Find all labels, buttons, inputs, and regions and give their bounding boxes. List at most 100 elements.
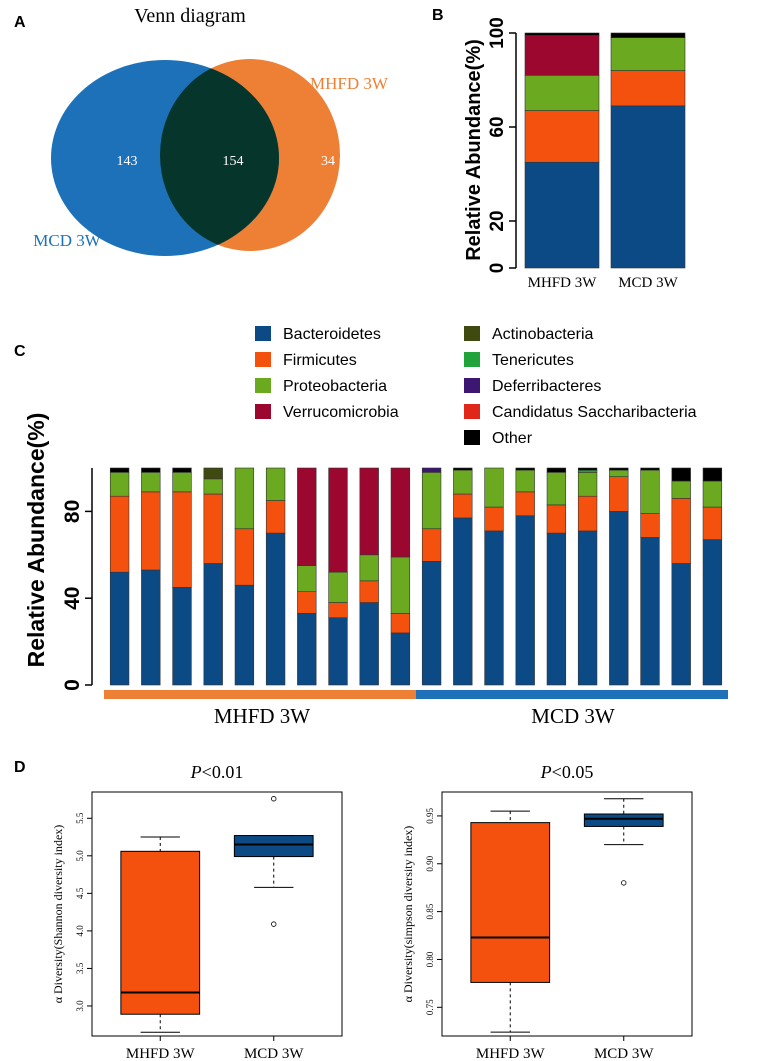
boxplot-y-tick-label: 0.95 [425,808,435,824]
boxplot-x-tick-label: MCD 3W [244,1046,304,1061]
chart-b-y-tick-label: 60 [487,116,508,137]
chart-b-bar-segment [610,70,686,107]
chart-c-bar-segment [172,587,192,686]
boxplot-outlier [271,921,277,927]
chart-c-bar-segment [421,467,442,473]
chart-c-bar-segment [515,469,535,493]
chart-c-bar-segment [141,491,161,571]
chart-c-group-label-mcd: MCD 3W [531,704,615,728]
chart-c-bar-segment [577,467,598,471]
chart-c-bar-segment [297,613,317,686]
chart-c-bar-segment [609,467,629,471]
chart-c-bar-segment [109,467,130,473]
chart-b-bar-segment [610,105,686,269]
chart-c-bar-segment [421,528,442,562]
chart-c-bar-segment [702,467,723,482]
chart-c-bar-segment [609,469,629,477]
chart-d1-shannon-boxplot: P<0.01 3.0 3.5 4.0 4.5 5.0 5.5 α Diversity(Shan… [51,762,343,1061]
boxplot-outlier [271,796,277,802]
chart-c-bar-segment [390,556,411,614]
chart-c-bar-segment [390,632,411,686]
legend-label: Candidatus Saccharibacteria [492,404,697,421]
chart-c-bar-segment [328,571,348,603]
chart-b-bar-segment [524,161,600,269]
boxplot-y-tick-label: 4.5 [75,887,85,899]
chart-c-bar-segment [359,602,379,686]
chart-c-bar-segment [390,467,411,558]
boxplot-y-label: α Diversity(Shannon diversity index) [51,825,65,1004]
venn-diagram: Venn diagram 143 154 34 MCD 3W MHFD 3W [33,5,389,256]
chart-c-bar-segment [546,472,567,506]
chart-b-y-tick-label: 20 [487,210,508,231]
chart-c-bar-segment [141,569,161,686]
chart-c-bar-segment [297,467,317,566]
chart-c-bar-segment [515,491,535,517]
venn-count-mcd-only: 143 [117,154,138,169]
chart-c-bar-segment [702,506,723,540]
chart-c-bar-segment [328,602,348,619]
chart-d2-simpson-boxplot: P<0.05 0.75 0.80 0.85 0.90 0.95 α Diversity(si… [401,762,693,1061]
panel-label-b: B [432,7,444,24]
chart-c-bar-segment [640,469,660,514]
chart-c-bar-segment [515,467,535,471]
legend-swatch [255,404,271,419]
chart-c-legend: Bacteroidetes Firmicutes Proteobacteria Ver… [255,326,697,447]
boxplot-x-tick-label: MHFD 3W [476,1046,546,1061]
legend-swatch [255,326,271,341]
boxplot-frame [91,791,343,1037]
boxplot-title-value: <0.01 [202,762,244,782]
chart-c-bar-segment [141,472,161,493]
chart-c-y-label: Relative Abundance(%) [23,413,49,668]
venn-count-mhfd-only: 34 [321,154,335,169]
chart-c-bar-segment [234,584,255,686]
chart-c-bar-segment [546,504,567,534]
legend-swatch [464,378,480,393]
chart-c-y-tick-label: 0 [61,679,84,691]
chart-c-bar-segment [484,467,504,508]
chart-c-bar-segment [109,495,130,573]
chart-c-bar-segment [546,532,567,686]
boxplot-x-tick-label: MCD 3W [594,1046,654,1061]
chart-c-bar-segment [546,467,567,473]
legend-swatch [464,404,480,419]
chart-c-bar-segment [702,539,723,686]
legend-label: Deferribacteres [492,378,601,395]
chart-c-bar-segment [453,467,473,471]
chart-c-bar-segment [172,472,192,493]
legend-swatch [255,378,271,393]
chart-c-bar-segment [577,469,598,473]
chart-c-bar-segment [141,467,161,473]
chart-b-x-tick-label: MCD 3W [618,275,678,291]
chart-c-bar-segment [702,480,723,508]
chart-c-bar-segment [640,537,660,686]
chart-c-bar-segment [484,506,504,532]
boxplot-y-tick-label: 5.0 [75,850,85,862]
boxplot-title-p: P [190,762,202,782]
legend-label: Bacteroidetes [283,326,381,343]
chart-b-x-tick-label: MHFD 3W [528,275,598,291]
chart-c-bar-segment [203,478,223,495]
chart-c-bar-segment [297,565,317,592]
panel-label-c: C [14,343,26,360]
chart-c-bar-segment [265,532,286,686]
chart-b-y-label: Relative Abundance(%) [463,39,485,261]
boxplot-y-label: α Diversity(simpson diversity index) [401,826,415,1003]
venn-overlap [160,60,279,251]
chart-c-y-tick-label: 80 [61,500,84,523]
chart-c-bar-segment [577,472,598,497]
chart-c-bar-segment [328,467,348,573]
chart-c-bar-segment [265,500,286,534]
chart-b-bar-segment [524,35,600,76]
chart-b-y-tick-label: 0 [487,263,508,274]
chart-c-group-bar-mhfd [104,690,416,699]
venn-title: Venn diagram [134,5,246,27]
legend-swatch [464,352,480,367]
boxplot-title-value: <0.05 [552,762,594,782]
boxplot-y-tick-label: 5.5 [75,812,85,824]
chart-b-y-tick-label: 100 [487,17,508,49]
chart-c-group-label-mhfd: MHFD 3W [214,704,310,728]
chart-c-bar-segment [671,480,691,499]
venn-label-mcd: MCD 3W [33,231,101,250]
